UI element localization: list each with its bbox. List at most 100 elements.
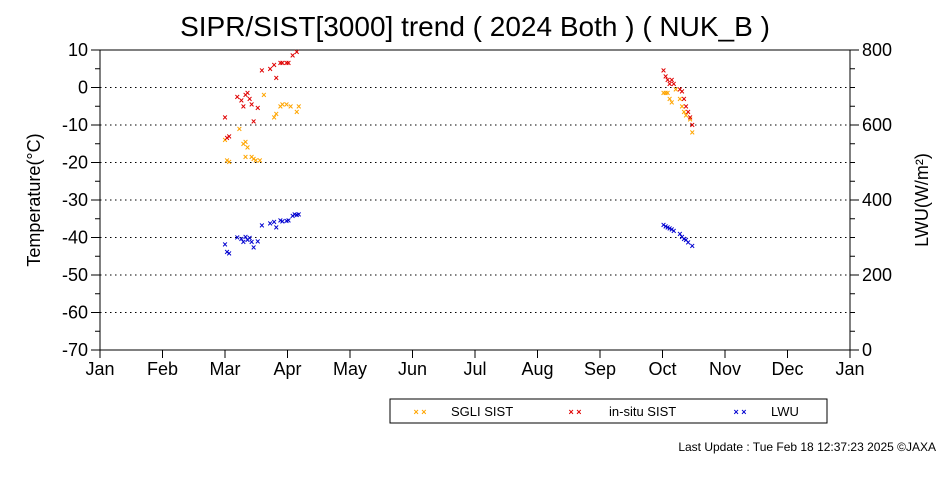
lwu-point: × bbox=[677, 229, 682, 239]
lwu-point: × bbox=[669, 224, 674, 234]
lwu-point: × bbox=[690, 241, 695, 251]
last-update-text: Last Update : Tue Feb 18 12:37:23 2025 ©… bbox=[678, 440, 936, 454]
in-situ-sist-point: × bbox=[290, 51, 295, 61]
lwu-point: × bbox=[296, 209, 301, 219]
lwu-point: × bbox=[239, 234, 244, 244]
lwu-point: × bbox=[274, 222, 279, 232]
in-situ-sist-point: × bbox=[222, 113, 227, 123]
y-tick-label: 0 bbox=[78, 78, 88, 98]
lwu-point: × bbox=[241, 237, 246, 247]
lwu-point: × bbox=[681, 234, 686, 244]
in-situ-sist-point: × bbox=[259, 66, 264, 76]
lwu-point: × bbox=[667, 224, 672, 234]
x-tick-label: Jan bbox=[85, 359, 114, 379]
in-situ-sist-point: × bbox=[245, 88, 250, 98]
in-situ-sist-point: × bbox=[255, 103, 260, 113]
lwu-point: × bbox=[663, 221, 668, 231]
sgli-sist-point: × bbox=[272, 113, 277, 123]
lwu-point: × bbox=[683, 235, 688, 245]
grid-lines bbox=[100, 87, 850, 313]
lwu-point: × bbox=[290, 211, 295, 221]
in-situ-sist-point: × bbox=[226, 131, 231, 141]
in-situ-sist-point: × bbox=[286, 58, 291, 68]
in-situ-sist-point: × bbox=[688, 113, 693, 123]
x-tick-label: Feb bbox=[147, 359, 178, 379]
lwu-point: × bbox=[222, 239, 227, 249]
y-tick-label: 10 bbox=[68, 40, 88, 60]
sgli-sist-point: × bbox=[296, 101, 301, 111]
y2-tick-label: 600 bbox=[862, 115, 892, 135]
sgli-sist-point: × bbox=[665, 88, 670, 98]
lwu-point: × bbox=[284, 216, 289, 226]
legend-label-in-situ-sist: in-situ SIST bbox=[609, 404, 676, 419]
sgli-sist-point: × bbox=[237, 124, 242, 134]
legend-marker-sgli-sist: × × bbox=[413, 407, 426, 417]
lwu-point: × bbox=[243, 232, 248, 242]
in-situ-sist-point: × bbox=[284, 58, 289, 68]
lwu-point: × bbox=[286, 215, 291, 225]
lwu-point: × bbox=[671, 226, 676, 236]
legend-box bbox=[389, 398, 828, 424]
lwu-point: × bbox=[255, 237, 260, 247]
in-situ-sist-point: × bbox=[663, 71, 668, 81]
x-tick-label: Dec bbox=[771, 359, 803, 379]
sgli-sist-point: × bbox=[669, 98, 674, 108]
sgli-sist-point: × bbox=[243, 152, 248, 162]
sgli-sist-point: × bbox=[661, 88, 666, 98]
x-tick-label: Aug bbox=[521, 359, 553, 379]
x-tick-label: May bbox=[333, 359, 367, 379]
in-situ-sist-point: × bbox=[267, 64, 272, 74]
sgli-sist-point: × bbox=[243, 137, 248, 147]
lwu-point: × bbox=[278, 216, 283, 226]
lwu-point: × bbox=[685, 237, 690, 247]
sgli-sist-point: × bbox=[245, 143, 250, 153]
lwu-point: × bbox=[249, 237, 254, 247]
lwu-point: × bbox=[245, 235, 250, 245]
in-situ-sist-point: × bbox=[243, 90, 248, 100]
y-tick-label: -60 bbox=[62, 303, 88, 323]
x-tick-label: Apr bbox=[273, 359, 301, 379]
lwu-point: × bbox=[247, 233, 252, 243]
y2-tick-label: 200 bbox=[862, 265, 892, 285]
sgli-sist-point: × bbox=[278, 101, 283, 111]
in-situ-sist-point: × bbox=[677, 84, 682, 94]
in-situ-sist-point: × bbox=[272, 60, 277, 70]
sgli-sist-point: × bbox=[673, 84, 678, 94]
sgli-sist-point: × bbox=[690, 128, 695, 138]
in-situ-sist-point: × bbox=[241, 101, 246, 111]
sgli-sist-point: × bbox=[681, 107, 686, 117]
y-tick-label: -20 bbox=[62, 153, 88, 173]
y-tick-label: -40 bbox=[62, 228, 88, 248]
legend-marker-in-situ-sist: × × bbox=[568, 407, 581, 417]
sgli-sist-point: × bbox=[294, 107, 299, 117]
sgli-sist-point: × bbox=[667, 94, 672, 104]
y2-tick-label: 800 bbox=[862, 40, 892, 60]
sgli-sist-point: × bbox=[677, 94, 682, 104]
lwu-point: × bbox=[661, 220, 666, 230]
legend: × × SGLI SIST × × in-situ SIST × × LWU bbox=[389, 398, 828, 424]
x-tick-label: Oct bbox=[648, 359, 676, 379]
x-tick-label: Jan bbox=[835, 359, 864, 379]
sgli-sist-point: × bbox=[663, 88, 668, 98]
lwu-point: × bbox=[235, 233, 240, 243]
lwu-point: × bbox=[224, 247, 229, 257]
in-situ-sist-point: × bbox=[681, 94, 686, 104]
x-tick-labels: Jan Feb Mar Apr May Jun Jul Aug Sep Oct Nov Dec Jan bbox=[85, 359, 864, 379]
in-situ-sist-point: × bbox=[274, 73, 279, 83]
lwu-point: × bbox=[679, 232, 684, 242]
x-tick-label: Nov bbox=[709, 359, 741, 379]
in-situ-sist-point: × bbox=[667, 79, 672, 89]
in-situ-sist-point: × bbox=[224, 133, 229, 143]
right-y-tick-labels: 800 600 400 200 0 bbox=[862, 40, 892, 360]
in-situ-sist-point: × bbox=[679, 86, 684, 96]
lwu-point: × bbox=[665, 222, 670, 232]
y2-tick-label: 400 bbox=[862, 190, 892, 210]
sgli-sist-point: × bbox=[284, 99, 289, 109]
lwu-point: × bbox=[259, 221, 264, 231]
data-points: ××××××××××××××××××××××××××××××××××××××××… bbox=[222, 47, 694, 259]
sgli-sist-point: × bbox=[224, 156, 229, 166]
in-situ-sist-point: × bbox=[249, 99, 254, 109]
lwu-point: × bbox=[280, 216, 285, 226]
in-situ-sist-point: × bbox=[278, 58, 283, 68]
